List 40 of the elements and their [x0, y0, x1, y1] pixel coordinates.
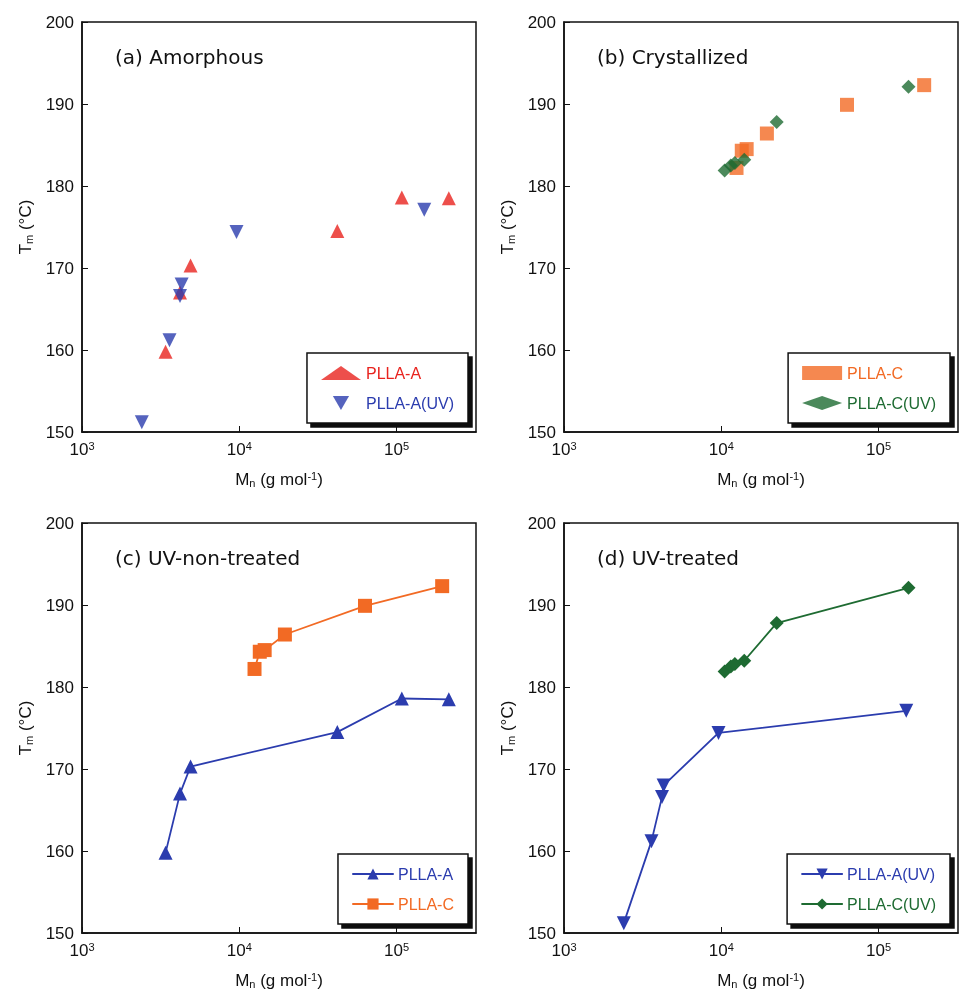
legend-label: PLLA-A: [365, 364, 422, 382]
y-tick-label: 180: [45, 677, 74, 697]
legend-label: PLLA-C(UV): [847, 394, 936, 412]
legend-label: PLLA-C: [397, 895, 455, 913]
y-tick-label: 190: [527, 94, 556, 114]
text: (d) UV-treated: [597, 546, 740, 570]
y-tick-label: 170: [45, 759, 74, 779]
legend-label: PLLA-C(UV): [847, 895, 936, 913]
text: (c) UV-non-treated: [115, 546, 301, 570]
y-axis-title: Tm (°C): [15, 700, 35, 756]
text: (a) Amorphous: [115, 45, 264, 69]
y-tick-label: 180: [45, 176, 74, 196]
y-axis-title: Tm (°C): [15, 199, 35, 255]
y-tick-label: 200: [527, 513, 556, 533]
legend-label: PLLA-A(UV): [847, 865, 936, 883]
text: (b) Crystallized: [597, 45, 749, 69]
y-tick-label: 180: [527, 677, 556, 697]
y-tick-label: 160: [527, 841, 556, 861]
legend-label: PLLA-C: [847, 364, 904, 382]
y-tick-label: 150: [527, 422, 556, 442]
y-tick-label: 190: [45, 94, 74, 114]
y-tick-label: 160: [527, 340, 556, 360]
y-tick-label: 170: [45, 258, 74, 278]
y-tick-label: 200: [527, 12, 556, 32]
y-axis-title: Tm (°C): [497, 700, 517, 756]
y-tick-label: 150: [45, 422, 74, 442]
y-tick-label: 160: [45, 841, 74, 861]
y-tick-label: 150: [45, 923, 74, 943]
y-tick-label: 190: [45, 595, 74, 615]
y-tick-label: 170: [527, 258, 556, 278]
y-tick-label: 160: [45, 340, 74, 360]
y-tick-label: 150: [527, 923, 556, 943]
y-tick-label: 200: [45, 513, 74, 533]
y-axis-title: Tm (°C): [497, 199, 517, 255]
y-tick-label: 190: [527, 595, 556, 615]
y-tick-label: 180: [527, 176, 556, 196]
y-tick-label: 170: [527, 759, 556, 779]
legend-label: PLLA-A(UV): [365, 394, 455, 412]
legend-label: PLLA-A: [397, 865, 454, 883]
y-tick-label: 200: [45, 12, 74, 32]
